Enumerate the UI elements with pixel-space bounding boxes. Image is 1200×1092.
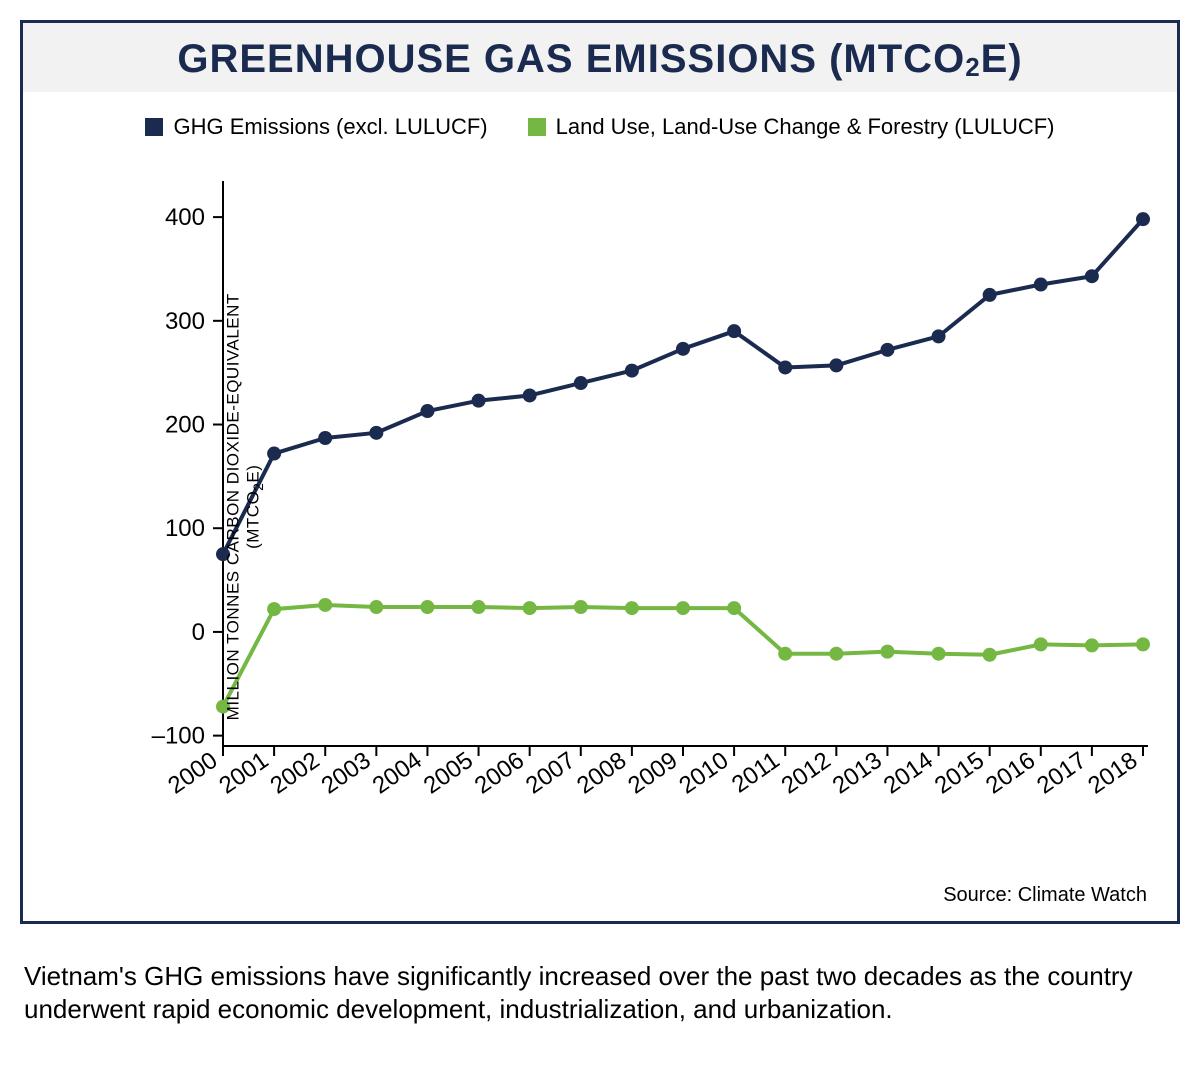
y-tick-label: 0 (192, 619, 205, 646)
y-tick-label: –100 (152, 723, 205, 750)
y-tick-label: 400 (165, 204, 205, 231)
y-tick-label: 300 (165, 308, 205, 335)
chart-title-bar: GREENHOUSE GAS EMISSIONS (MTCO2E) (23, 23, 1177, 92)
legend-item: GHG Emissions (excl. LULUCF) (145, 114, 487, 140)
legend-swatch-icon (528, 118, 546, 136)
x-tick-label: 2011 (727, 747, 785, 799)
x-tick-label: 2000 (163, 747, 222, 800)
line-chart-svg: –100010020030040020002001200220032004200… (113, 156, 1163, 876)
plot-area: MILLION TONNES CARBON DIOXIDE-EQUIVALENT… (23, 146, 1177, 876)
chart-title: GREENHOUSE GAS EMISSIONS (MTCO2E) (43, 37, 1157, 82)
legend-label: GHG Emissions (excl. LULUCF) (173, 114, 487, 140)
source-text: Source: Climate Watch (23, 876, 1177, 921)
legend-item: Land Use, Land-Use Change & Forestry (LU… (528, 114, 1055, 140)
y-axis-label: MILLION TONNES CARBON DIOXIDE-EQUIVALENT… (223, 293, 265, 720)
y-tick-label: 100 (165, 515, 205, 542)
legend-swatch-icon (145, 118, 163, 136)
y-tick-label: 200 (165, 412, 205, 439)
chart-container: GREENHOUSE GAS EMISSIONS (MTCO2E) GHG Em… (20, 20, 1180, 924)
caption-text: Vietnam's GHG emissions have significant… (20, 950, 1180, 1027)
legend: GHG Emissions (excl. LULUCF) Land Use, La… (23, 92, 1177, 146)
legend-label: Land Use, Land-Use Change & Forestry (LU… (556, 114, 1055, 140)
